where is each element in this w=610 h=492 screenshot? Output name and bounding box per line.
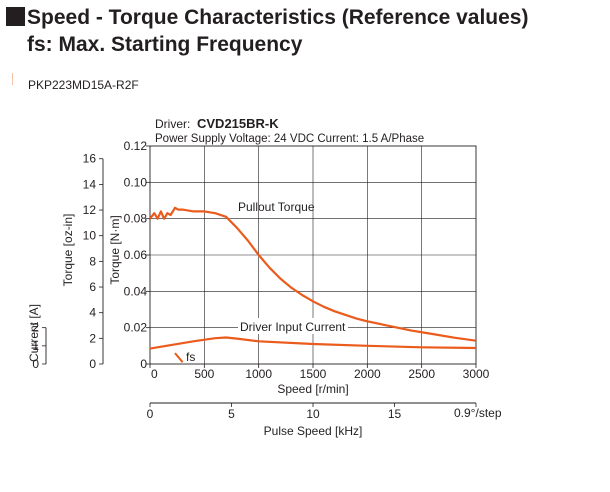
y-tick-label-current: 2	[32, 321, 39, 335]
y-tick-label-ozin: 0	[89, 357, 96, 371]
y-tick-label-ozin: 12	[83, 203, 97, 217]
chart-driver-label: Driver:	[155, 117, 190, 131]
header: Speed - Torque Characteristics (Referenc…	[6, 4, 528, 58]
y-tick-label-ozin: 8	[89, 254, 96, 268]
page-title: Speed - Torque Characteristics (Referenc…	[6, 4, 528, 31]
x-tick-label: 500	[194, 367, 214, 381]
series-line-driver-input-current	[149, 336, 477, 350]
chart-conditions: Power Supply Voltage: 24 VDC Current: 1.…	[155, 133, 424, 145]
series-line-pullout-torque	[149, 206, 477, 342]
chart-driver-model: CVD215BR-K	[197, 116, 279, 131]
x2-tick-label: 15	[388, 407, 402, 421]
y-tick-label-nm: 0.10	[124, 175, 148, 189]
fs-label: fs	[186, 350, 195, 364]
x-tick-label: 0	[151, 367, 158, 381]
y-axis-label-current: Current [A]	[27, 304, 41, 362]
x-tick-label: 1000	[245, 367, 272, 381]
page-title-text: Speed - Torque Characteristics (Referenc…	[27, 6, 529, 29]
y-tick-label-nm: 0	[140, 357, 147, 371]
x-tick-label: 2000	[354, 367, 381, 381]
y-tick-label-nm: 0.12	[124, 139, 148, 153]
y-tick-label-ozin: 10	[83, 229, 97, 243]
x2-tick-label: 10	[306, 407, 320, 421]
series-label-pullout-torque: Pullout Torque	[238, 200, 315, 214]
y-tick-label-current: 1	[32, 339, 39, 353]
y-axis-label-ozin: Torque [oz-in]	[61, 214, 75, 287]
x2-axis-end-label: 0.9°/step	[454, 406, 502, 420]
y-axis-label-nm: Torque [N·m]	[108, 215, 122, 284]
x2-tick-label: 5	[228, 407, 235, 421]
title-bullet-icon	[6, 7, 25, 26]
series-label-driver-input-current: Driver Input Current	[240, 320, 346, 334]
x-tick-label: 2500	[408, 367, 435, 381]
model-name: PKP223MD15A-R2F	[28, 78, 139, 92]
x2-axis-label: Pulse Speed [kHz]	[264, 424, 363, 438]
y-tick-label-nm: 0.02	[124, 321, 148, 335]
x2-tick-label: 0	[147, 407, 154, 421]
y-tick-label-ozin: 14	[83, 177, 97, 191]
x-tick-label: 1500	[300, 367, 327, 381]
y-tick-label-ozin: 2	[89, 331, 96, 345]
y-tick-label-nm: 0.06	[124, 248, 148, 262]
y-tick-label-current: 0	[32, 357, 39, 371]
x-tick-label: 3000	[463, 367, 490, 381]
y-tick-label-nm: 0.04	[124, 284, 148, 298]
fs-marker-line	[174, 352, 184, 363]
y-tick-label-ozin: 4	[89, 306, 96, 320]
y-tick-label-ozin: 6	[89, 280, 96, 294]
page-subtitle: fs: Max. Starting Frequency	[27, 33, 303, 56]
model-marker	[12, 73, 13, 85]
y-tick-label-ozin: 16	[83, 152, 97, 166]
y-tick-label-nm: 0.08	[124, 212, 148, 226]
x-axis-label: Speed [r/min]	[277, 382, 348, 396]
